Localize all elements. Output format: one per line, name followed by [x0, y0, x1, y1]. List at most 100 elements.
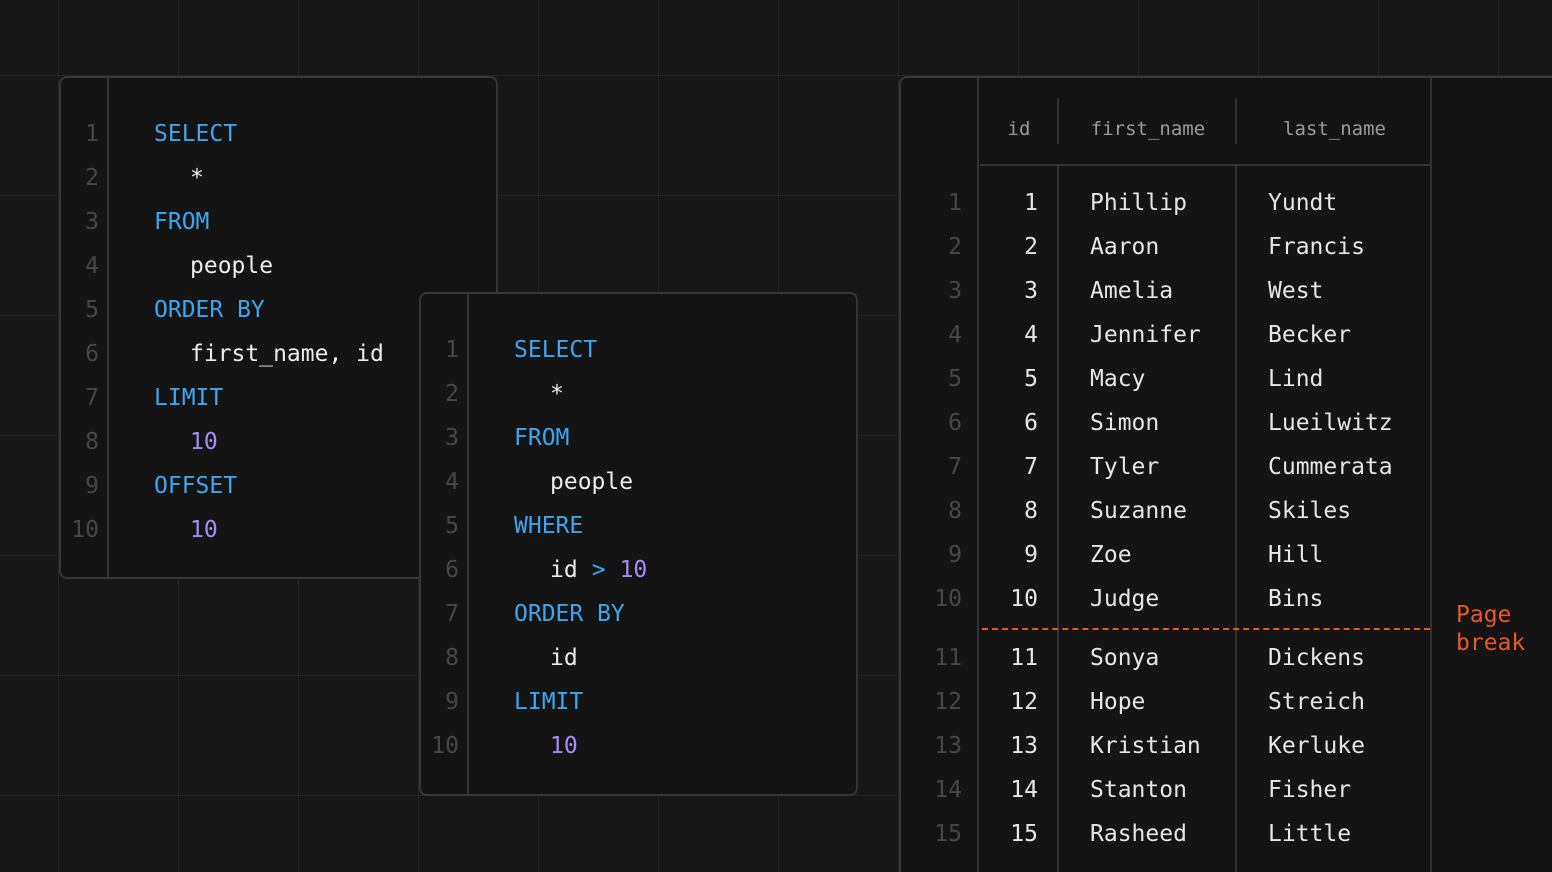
row-number: 10 — [934, 586, 962, 612]
code-line: people — [550, 467, 633, 497]
column-divider — [1057, 166, 1059, 872]
code-token: 10 — [190, 517, 218, 543]
code-line: FROM — [514, 423, 569, 453]
code-line: * — [190, 163, 204, 193]
cell-first-name: Simon — [1090, 410, 1160, 436]
cell-id: 1 — [1024, 190, 1038, 216]
cell-id: 8 — [1024, 498, 1038, 524]
line-number: 6 — [85, 341, 99, 367]
page-break-line — [982, 628, 1430, 630]
cell-first-name: Hope — [1090, 689, 1146, 715]
cell-last-name: Little — [1268, 821, 1352, 847]
column-divider — [977, 78, 979, 872]
code-line: FROM — [154, 207, 209, 237]
line-number: 10 — [431, 733, 459, 759]
code-token: 10 — [190, 429, 218, 455]
line-number: 7 — [85, 385, 99, 411]
line-number: 8 — [445, 645, 459, 671]
cell-first-name: Rasheed — [1090, 821, 1187, 847]
row-number: 1 — [948, 190, 962, 216]
code-line: 10 — [550, 731, 578, 761]
row-number: 3 — [948, 278, 962, 304]
cell-last-name: Hill — [1268, 542, 1324, 568]
header-rule — [980, 164, 1431, 166]
cell-first-name: Stanton — [1090, 777, 1187, 803]
line-number: 3 — [85, 209, 99, 235]
row-number: 12 — [934, 689, 962, 715]
line-number: 7 — [445, 601, 459, 627]
cell-last-name: Francis — [1268, 234, 1365, 260]
code-line: LIMIT — [514, 687, 583, 717]
gutter — [61, 78, 109, 577]
code-token: FROM — [154, 209, 210, 235]
code-token: people — [190, 253, 274, 279]
row-number: 13 — [934, 733, 962, 759]
code-token: SELECT — [154, 121, 238, 147]
column-divider — [1235, 98, 1237, 144]
cell-id: 6 — [1024, 410, 1038, 436]
line-number: 9 — [445, 689, 459, 715]
line-number: 9 — [85, 473, 99, 499]
row-number: 4 — [948, 322, 962, 348]
cell-last-name: Skiles — [1268, 498, 1352, 524]
code-token: id — [550, 645, 578, 671]
code-line: id — [550, 643, 578, 673]
cell-last-name: Streich — [1268, 689, 1365, 715]
code-line: WHERE — [514, 511, 583, 541]
cell-first-name: Aaron — [1090, 234, 1160, 260]
column-divider — [1430, 78, 1432, 872]
gutter — [421, 294, 469, 794]
cell-first-name: Judge — [1090, 586, 1160, 612]
cell-id: 2 — [1024, 234, 1038, 260]
page-break-label: Page break — [1456, 602, 1526, 656]
cell-first-name: Zoe — [1090, 542, 1132, 568]
code-token: ORDER BY — [514, 601, 625, 627]
table-panel — [899, 76, 1552, 872]
code-line: ORDER BY — [154, 295, 265, 325]
line-number: 4 — [445, 469, 459, 495]
code-line: OFFSET — [154, 471, 237, 501]
cell-last-name: Dickens — [1268, 645, 1365, 671]
code-token: LIMIT — [154, 385, 224, 411]
code-token: OFFSET — [154, 473, 238, 499]
row-number: 5 — [948, 366, 962, 392]
cell-id: 3 — [1024, 278, 1038, 304]
cell-last-name: Bins — [1268, 586, 1324, 612]
row-number: 6 — [948, 410, 962, 436]
code-line: people — [190, 251, 273, 281]
cell-first-name: Tyler — [1090, 454, 1160, 480]
line-number: 1 — [85, 121, 99, 147]
cell-first-name: Suzanne — [1090, 498, 1187, 524]
cell-id: 9 — [1024, 542, 1038, 568]
code-line: SELECT — [514, 335, 597, 365]
row-number: 11 — [934, 645, 962, 671]
code-token: > — [591, 557, 606, 583]
code-token: 10 — [619, 557, 648, 583]
cell-last-name: Lind — [1268, 366, 1324, 392]
cell-first-name: Amelia — [1090, 278, 1174, 304]
column-header: first_name — [1090, 118, 1206, 140]
line-number: 3 — [445, 425, 459, 451]
code-line: first_name, id — [190, 339, 384, 369]
code-line: * — [550, 379, 564, 409]
cell-id: 14 — [1010, 777, 1038, 803]
cell-last-name: Cummerata — [1268, 454, 1393, 480]
code-token: people — [550, 469, 634, 495]
cell-id: 7 — [1024, 454, 1038, 480]
row-number: 14 — [934, 777, 962, 803]
cell-last-name: Kerluke — [1268, 733, 1365, 759]
line-number: 4 — [85, 253, 99, 279]
cell-first-name: Kristian — [1090, 733, 1201, 759]
cell-last-name: Fisher — [1268, 777, 1352, 803]
code-token: 10 — [550, 733, 578, 759]
code-token: ORDER BY — [154, 297, 265, 323]
line-number: 10 — [71, 517, 99, 543]
cell-id: 13 — [1010, 733, 1038, 759]
code-line: SELECT — [154, 119, 237, 149]
code-token: WHERE — [514, 513, 584, 539]
cell-id: 11 — [1010, 645, 1038, 671]
row-number: 15 — [934, 821, 962, 847]
line-number: 8 — [85, 429, 99, 455]
cell-last-name: Yundt — [1268, 190, 1338, 216]
